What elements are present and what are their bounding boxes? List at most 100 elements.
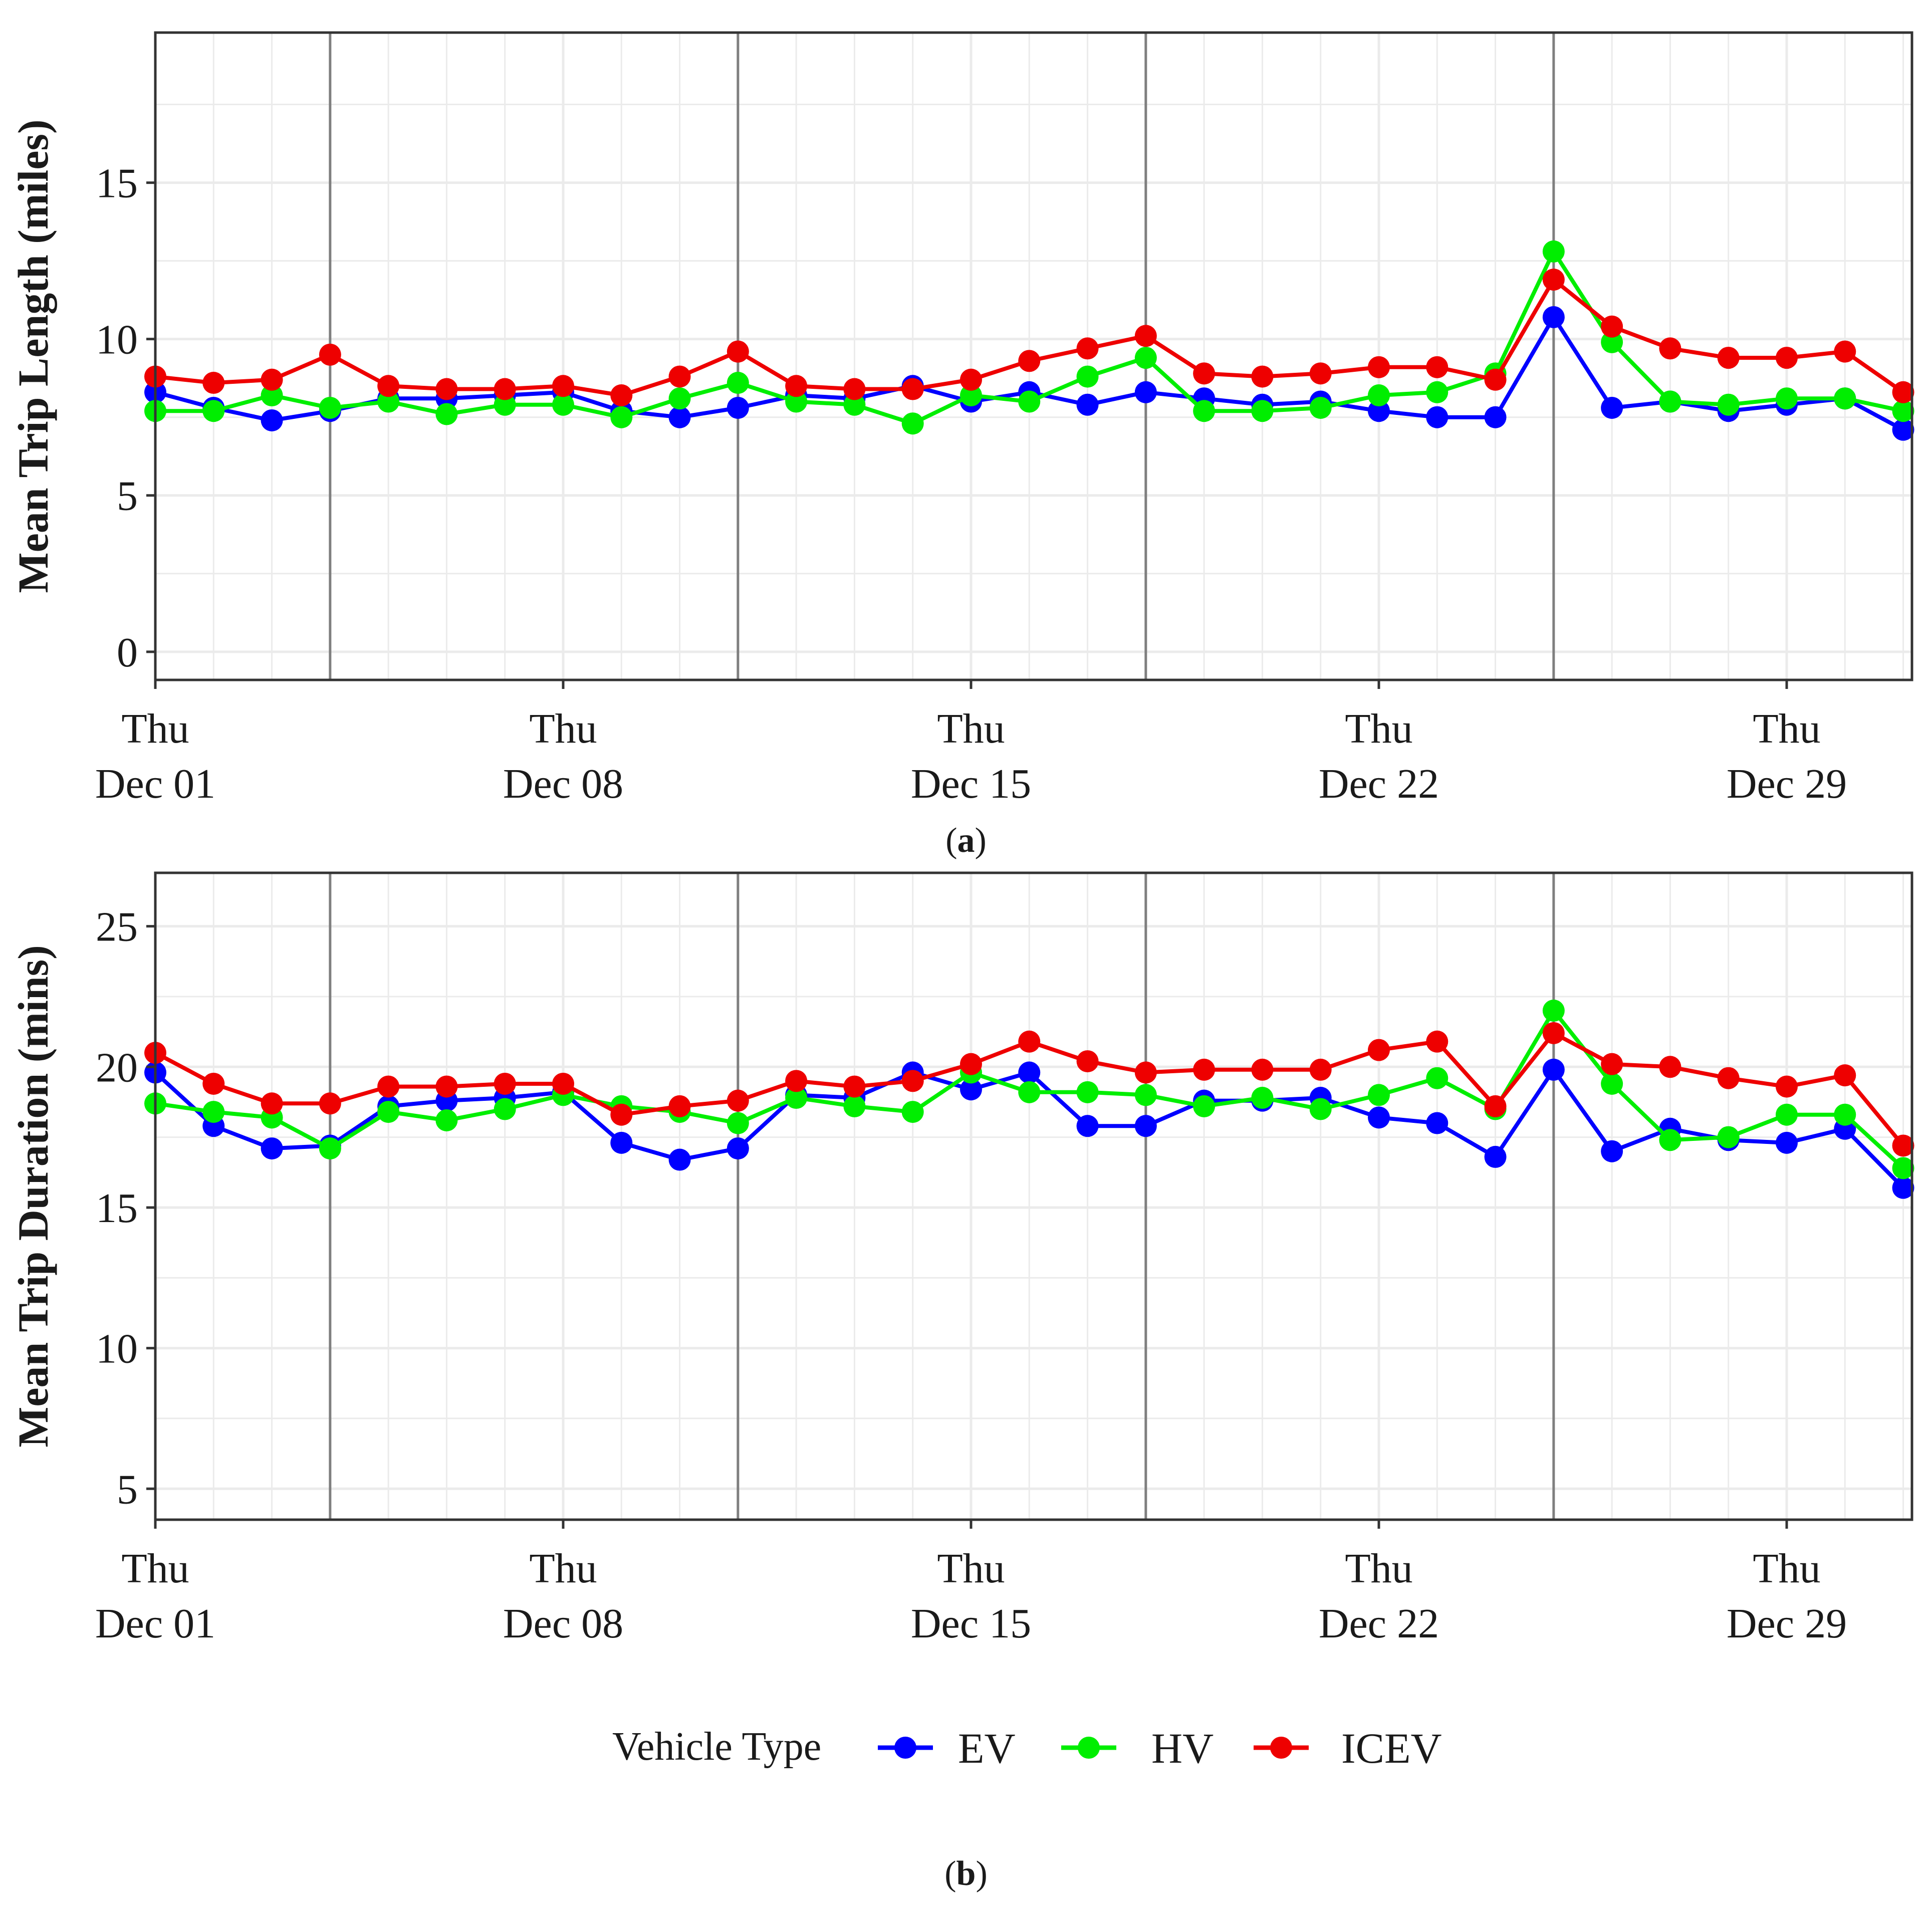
panel-b-x-tick-date: Dec 29 [1727,1600,1847,1647]
panel-a-x-tick-date: Dec 22 [1319,761,1439,807]
panel-b-point-hv [202,1101,225,1123]
panel-b-x-tick-weekday: Thu [121,1545,189,1592]
panel-a-x-tick-weekday: Thu [1753,705,1820,752]
panel-b-point-hv [1775,1103,1798,1126]
panel-a-x-tick-weekday: Thu [937,705,1005,752]
panel-b-point-icev [1484,1095,1507,1117]
panel-a-point-hv [1834,387,1856,410]
panel-b-point-icev [1134,1061,1157,1084]
panel-a-point-hv [959,384,982,407]
panel-b-y-tick-label: 25 [96,904,138,950]
panel-a-x-tick-date: Dec 29 [1727,761,1847,807]
panel-b-point-hv [1659,1129,1681,1151]
panel-a-point-icev [1659,337,1681,360]
panel-b-point-icev [1601,1053,1623,1075]
panel-b-point-icev [1309,1058,1332,1081]
panel-a-point-ev [668,406,691,428]
panel-b-point-hv [785,1087,808,1109]
legend-ev-marker [894,1737,916,1759]
panel-b-border [154,871,1913,1521]
panel-b-point-hv [494,1098,516,1120]
panel-a-point-icev [1892,381,1914,403]
panel-b-point-icev [668,1095,691,1117]
panel-a-point-hv [901,412,924,435]
panel-a-point-icev [785,375,808,397]
legend-item-icev: ICEV [1254,1724,1442,1772]
panel-b-point-hv [1601,1072,1623,1095]
panel-b-point-hv [1426,1067,1448,1089]
panel-a-point-hv [1542,240,1565,263]
panel-b-point-hv [1134,1084,1157,1106]
panel-a-x-tick-weekday: Thu [121,705,189,752]
panel-b-x-tick-date: Dec 15 [911,1600,1031,1647]
panel-b-y-tick-label: 5 [117,1466,138,1513]
panel-a-point-icev [494,378,516,400]
panel-b-point-hv [1717,1126,1740,1148]
panel-b-x-axis: Thu Dec 01 Thu Dec 08 Thu Dec 15 Thu Dec 22 Thu D… [95,1520,1847,1647]
panel-a-point-icev [1193,362,1216,385]
panel-a-point-hv [843,393,866,416]
panel-b-point-icev [1834,1064,1856,1087]
panel-a-point-icev [1367,356,1390,378]
panel-a-trip-length: 0 5 10 15 Thu Dec 01 Thu Dec 08 Thu Dec 15 Thu Dec… [9,31,1914,860]
panel-b-point-hv [843,1095,866,1117]
panel-b-point-icev [1426,1030,1448,1053]
panel-a-point-icev [1134,325,1157,347]
panel-a-point-hv [1892,400,1914,422]
panel-a-point-icev [668,365,691,388]
panel-b-point-ev [1484,1145,1507,1168]
panel-a-point-icev [1717,347,1740,369]
panel-a-point-icev [1076,337,1099,360]
panel-a-point-hv [377,390,400,413]
panel-b-point-icev [1542,1022,1565,1044]
panel-b-x-tick-date: Dec 22 [1319,1600,1439,1647]
panel-b-y-tick-label: 15 [96,1185,138,1232]
panel-b-point-hv [377,1101,400,1123]
panel-a-point-hv [1659,390,1681,413]
legend-ev-label: EV [958,1724,1016,1772]
panel-a-point-icev [1484,368,1507,391]
panel-a-point-icev [319,343,341,366]
legend-icev-marker [1270,1737,1292,1759]
legend-hv-label: HV [1151,1724,1214,1772]
panel-a-point-icev [1542,269,1565,291]
panel-a-y-tick-label: 0 [117,629,138,676]
panel-b-x-tick-date: Dec 01 [95,1600,215,1647]
panel-b-point-icev [1717,1067,1740,1089]
panel-a-point-hv [1775,387,1798,410]
panel-b-point-icev [1193,1058,1216,1081]
panel-b-point-ev [1892,1176,1914,1199]
panel-a-border [154,31,1913,681]
panel-a-point-hv [668,387,691,410]
panel-a-x-tick-weekday: Thu [529,705,597,752]
panel-b-point-ev [1134,1115,1157,1137]
panel-a-point-ev [1367,400,1390,422]
panel-b-point-hv [901,1101,924,1123]
panel-b-point-icev [1367,1039,1390,1061]
panel-b-point-hv [1892,1157,1914,1179]
panel-a-point-hv [1717,393,1740,416]
panel-b-point-icev [785,1070,808,1092]
panel-b-point-hv [1018,1081,1041,1103]
panel-a-point-ev [1076,393,1099,416]
panel-b-point-ev [610,1131,633,1154]
panel-a-point-ev [1426,406,1448,428]
panel-b-series [144,1000,1914,1199]
panel-b-x-tick-weekday: Thu [1753,1545,1820,1592]
panel-a-point-ev [727,396,749,419]
panel-a-point-icev [435,378,458,400]
panel-b-point-icev [843,1075,866,1098]
panel-a-point-hv [319,396,341,419]
panel-b-highlight-lines [329,873,1555,1520]
panel-b-point-ev [1542,1058,1565,1081]
legend-icev-label: ICEV [1341,1724,1442,1772]
panel-b-point-ev [1775,1131,1798,1154]
panel-a-point-hv [785,390,808,413]
panel-a-y-tick-label: 5 [117,473,138,520]
panel-a-x-tick-weekday: Thu [1345,705,1412,752]
panel-a-point-icev [1426,356,1448,378]
panel-a-x-axis: Thu Dec 01 Thu Dec 08 Thu Dec 15 Thu Dec 22 Thu D… [95,680,1847,807]
panel-b-point-icev [1892,1134,1914,1157]
panel-a-x-tick-date: Dec 08 [503,761,623,807]
panel-b-x-tick-weekday: Thu [529,1545,597,1592]
